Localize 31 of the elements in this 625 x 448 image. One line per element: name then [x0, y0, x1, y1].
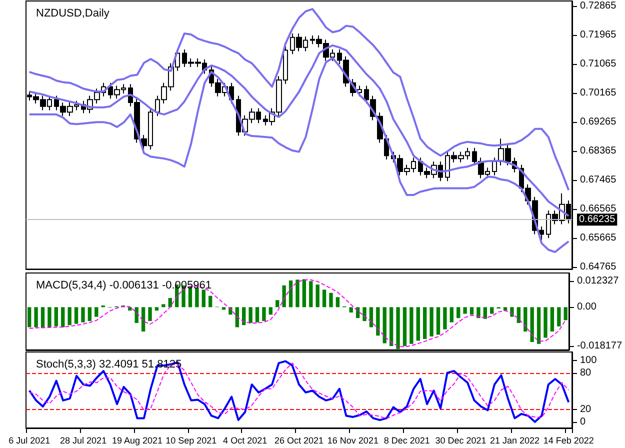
y-tick-label: 0.71065 [580, 58, 617, 70]
y-tick-label: 0.69265 [580, 116, 617, 128]
x-tick-label: 10 Sep 2021 [166, 436, 217, 446]
x-tick-label: 6 Jul 2021 [8, 436, 50, 446]
x-tick-label: 28 Jul 2021 [60, 436, 107, 446]
ref-line-label: 0.66235 [579, 214, 616, 226]
x-tick-label: 14 Feb 2022 [543, 436, 594, 446]
y-tick-label: 0.65665 [580, 232, 617, 244]
y-tick-label: 0 [580, 416, 586, 428]
x-tick-label: 30 Dec 2021 [435, 436, 486, 446]
y-tick-label: 100 [580, 355, 598, 366]
y-tick-label: 0.66565 [580, 204, 617, 214]
y-tick-label: 80 [580, 367, 592, 378]
y-tick-label: 0.72865 [580, 0, 617, 12]
y-tick-label: -0.018177 [576, 340, 622, 352]
y-tick-label: 0.012327 [576, 275, 620, 286]
text: NZDUSD,Daily [36, 8, 110, 20]
x-tick-label: 8 Dec 2021 [384, 436, 430, 446]
y-tick-label: 0.71965 [580, 29, 617, 40]
y-tick-label: 0.64765 [580, 262, 617, 272]
x-tick-label: 16 Nov 2021 [327, 436, 378, 446]
y-tick-label: 20 [580, 404, 592, 416]
x-tick-label: 19 Aug 2021 [112, 436, 163, 446]
x-tick-label: 4 Oct 2021 [223, 436, 268, 446]
y-tick-label: 0.00 [576, 302, 597, 313]
text: MACD(5,34,4) -0.006131 -0.005961 [36, 280, 212, 292]
y-tick-label: 0.68365 [580, 146, 617, 156]
x-tick-label: 26 Oct 2021 [274, 436, 324, 446]
x-tick-label: 21 Jan 2022 [490, 436, 540, 446]
y-tick-label: 0.67465 [580, 174, 617, 186]
y-tick-label: 0.70165 [580, 87, 617, 98]
